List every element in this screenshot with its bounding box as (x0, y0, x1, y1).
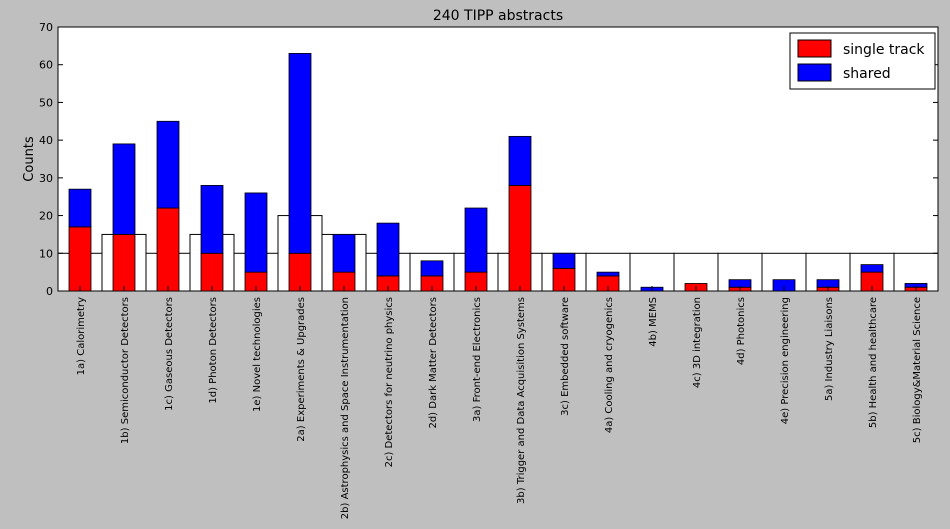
y-tick-label-0: 0 (46, 285, 53, 298)
x-tick-label-15: 4c) 3D integration (692, 297, 703, 388)
bar-single-track-2 (112, 234, 136, 292)
y-axis-label: Counts (22, 136, 37, 182)
y-tick-label-70: 70 (39, 21, 53, 34)
x-tick-label-2: 1b) Semiconductor Detectors (120, 297, 131, 444)
x-tick-label-1: 1a) Calorimetry (76, 297, 87, 375)
bar-single-track-1 (68, 226, 92, 292)
y-axis: 0 10 20 30 40 50 60 70 (39, 21, 938, 298)
x-tick-label-11: 3b) Trigger and Data Acquisition Systems (516, 297, 527, 504)
bar-single-track-3 (156, 207, 180, 292)
x-tick-label-6: 2a) Experiments & Upgrades (296, 297, 307, 442)
bar-single-track-11 (508, 184, 532, 292)
bar-shared-11 (508, 135, 532, 186)
x-tick-label-12: 3c) Embedded software (560, 297, 571, 416)
bar-single-track-6 (288, 252, 312, 292)
x-tick-label-18: 5a) Industry Liaisons (824, 297, 835, 401)
x-tick-label-20: 5c) Biology&Material Science (912, 297, 923, 443)
bars-group (68, 53, 928, 292)
bar-shared-12 (552, 252, 576, 269)
legend-label-shared: shared (843, 66, 891, 82)
x-tick-label-7: 2b) Astrophysics and Space Instrumentati… (340, 297, 351, 519)
x-tick-label-14: 4b) MEMS (648, 297, 659, 347)
y-tick-label-30: 30 (39, 172, 53, 185)
bar-shared-19 (860, 264, 884, 273)
bar-single-track-4 (200, 252, 224, 292)
y-tick-label-60: 60 (39, 59, 53, 72)
y-tick-label-40: 40 (39, 134, 53, 147)
x-tick-label-3: 1c) Gaseous Detectors (164, 297, 175, 411)
x-tick-label-19: 5b) Health and healthcare (868, 297, 879, 428)
bar-shared-2 (112, 143, 136, 235)
bar-shared-9 (420, 260, 444, 277)
bar-shared-10 (464, 207, 488, 273)
x-tick-label-8: 2c) Detectors for neutrino physics (384, 297, 395, 467)
bar-shared-1 (68, 188, 92, 228)
y-tick-label-50: 50 (39, 96, 53, 109)
y-tick-label-10: 10 (39, 247, 53, 260)
x-tick-label-5: 1e) Novel technologies (252, 297, 263, 412)
x-tick-label-13: 4a) Cooling and cryogenics (604, 297, 615, 433)
legend-swatch-single-track (797, 39, 832, 58)
x-tick-label-10: 3a) Front-end Electronics (472, 297, 483, 422)
bar-shared-4 (200, 184, 224, 254)
legend-label-single-track: single track (843, 42, 925, 58)
bar-shared-8 (376, 222, 400, 277)
bar-shared-6 (288, 53, 312, 254)
x-axis: 1a) Calorimetry 1b) Semiconductor Detecto… (76, 286, 923, 519)
legend-swatch-shared (797, 63, 832, 82)
x-tick-label-17: 4e) Precision engineering (780, 297, 791, 424)
chart-title: 240 TIPP abstracts (433, 8, 563, 24)
legend: single track shared (789, 32, 936, 90)
x-tick-label-4: 1d) Photon Detectors (208, 297, 219, 404)
bar-shared-3 (156, 120, 180, 209)
bar-shared-13 (596, 271, 620, 277)
x-tick-label-16: 4d) Photonics (736, 297, 747, 365)
x-tick-label-9: 2d) Dark Matter Detectors (428, 297, 439, 429)
y-tick-label-20: 20 (39, 210, 53, 223)
bar-shared-5 (244, 192, 268, 273)
bar-shared-7 (332, 234, 356, 273)
target-outline-14 (629, 252, 675, 292)
